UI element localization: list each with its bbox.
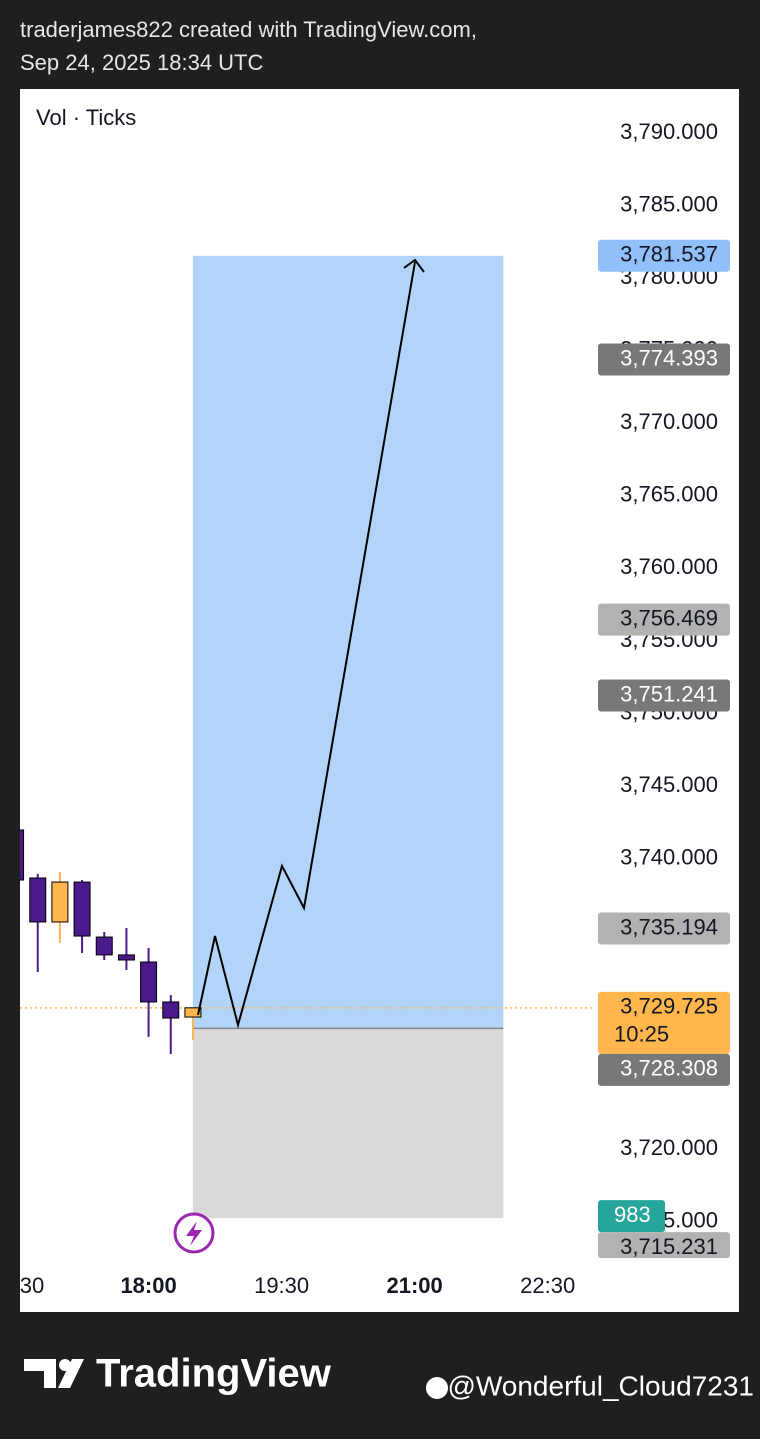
loss-zone	[192, 1028, 504, 1219]
y-tick-label: 3,740.000	[620, 844, 718, 869]
header-line: Sep 24, 2025 18:34 UTC	[20, 50, 263, 75]
price-badge-label: 3,729.725	[620, 994, 718, 1019]
handle: @Wonderful_Cloud7231	[447, 1370, 754, 1401]
price-badge	[598, 991, 730, 1054]
y-tick-label: 3,770.000	[620, 409, 718, 434]
candle-body	[162, 1001, 180, 1019]
candle-body	[95, 936, 113, 956]
price-badge	[598, 1232, 730, 1259]
price-badge	[598, 912, 730, 945]
price-scale: 3,790.0003,785.0003,780.0003,775.0003,77…	[598, 119, 730, 1259]
price-badge	[598, 343, 730, 376]
price-badge-label: 3,728.308	[620, 1056, 718, 1081]
profit-zone	[192, 255, 504, 1029]
y-tick-label: 3,745.000	[620, 772, 718, 797]
y-tick-label: 3,720.000	[620, 1135, 718, 1160]
candle-body	[140, 961, 158, 1003]
y-tick-label: 3,760.000	[620, 554, 718, 579]
fb-icon	[426, 1377, 448, 1399]
x-tick-label: 19:30	[254, 1273, 309, 1298]
candle-body	[73, 881, 91, 937]
volume-badge	[598, 1200, 665, 1233]
price-badge-label: 3,756.469	[620, 605, 718, 630]
y-tick-label: 3,785.000	[620, 191, 718, 216]
candle-body	[117, 954, 135, 961]
x-tick-label: 30	[20, 1273, 44, 1298]
y-tick-label: 3,765.000	[620, 482, 718, 507]
arrow-head	[403, 258, 425, 273]
price-badge-label: 3,781.537	[620, 242, 718, 267]
header-line: traderjames822 created with TradingView.…	[20, 17, 477, 42]
x-tick-label: 21:00	[386, 1273, 442, 1298]
plot-area	[20, 255, 592, 1219]
candle-body	[20, 829, 25, 881]
price-badge-label: 3,774.393	[620, 345, 718, 370]
projection-arrow	[197, 261, 416, 1029]
x-tick-label: 18:00	[120, 1273, 176, 1298]
legend-label: Vol · Ticks	[36, 105, 136, 130]
price-badge	[598, 603, 730, 636]
volume-label: 983	[614, 1202, 651, 1227]
price-badge-label: 3,735.194	[620, 914, 718, 939]
candle-body	[51, 881, 69, 923]
countdown: 10:25	[614, 1022, 669, 1047]
lightning	[186, 1221, 202, 1246]
candle-body	[184, 1007, 202, 1018]
price-badge	[598, 239, 730, 272]
brand-logo	[24, 1359, 84, 1388]
x-tick-label: 22:30	[520, 1273, 575, 1298]
price-badge-label: 3,715.231	[620, 1234, 718, 1259]
price-badge-label: 3,751.241	[620, 681, 718, 706]
price-badge	[598, 1053, 730, 1086]
brand-name: TradingView	[96, 1352, 332, 1396]
candle-body	[29, 877, 47, 923]
y-tick-label: 3,790.000	[620, 119, 718, 144]
price-badge	[598, 679, 730, 712]
